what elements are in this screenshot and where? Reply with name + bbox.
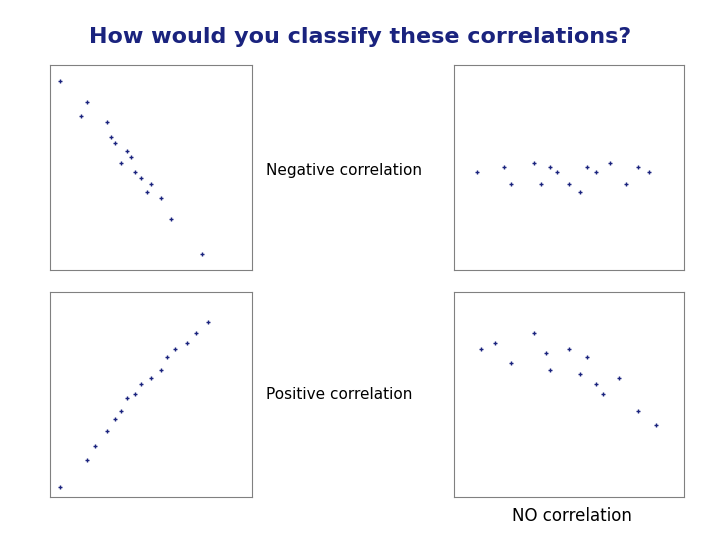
Point (202, 318, 213, 327)
Point (181, 339, 193, 347)
Point (644, 167, 655, 176)
Point (121, 394, 132, 403)
Point (101, 118, 112, 126)
Text: NO correlation: NO correlation (513, 507, 632, 525)
Point (575, 188, 586, 197)
Text: Negative correlation: Negative correlation (266, 163, 423, 178)
Point (563, 179, 575, 188)
Point (621, 179, 632, 188)
Point (632, 406, 644, 415)
Point (166, 214, 177, 223)
Point (632, 163, 644, 172)
Point (536, 179, 547, 188)
Point (145, 179, 157, 188)
Point (55, 482, 66, 491)
Point (196, 249, 207, 258)
Point (81, 97, 92, 106)
Point (135, 173, 147, 182)
Point (590, 380, 602, 388)
Point (498, 163, 510, 172)
Point (141, 188, 153, 197)
Point (89, 441, 101, 450)
Point (651, 421, 662, 429)
Point (125, 153, 137, 161)
Point (81, 456, 92, 464)
Point (605, 159, 616, 167)
Point (613, 374, 625, 382)
Point (130, 167, 141, 176)
Point (156, 365, 167, 374)
Point (130, 390, 141, 399)
Point (505, 179, 517, 188)
Point (590, 167, 602, 176)
Point (471, 167, 482, 176)
Point (505, 359, 517, 368)
Point (109, 138, 121, 147)
Point (563, 345, 575, 353)
Point (105, 132, 117, 141)
Text: Positive correlation: Positive correlation (266, 387, 413, 402)
Point (552, 167, 563, 176)
Point (598, 390, 609, 399)
Point (528, 328, 540, 337)
Point (145, 374, 157, 382)
Point (475, 345, 487, 353)
Point (55, 77, 66, 85)
Point (528, 159, 540, 167)
Point (115, 406, 127, 415)
Point (101, 427, 112, 435)
Point (544, 163, 556, 172)
Point (161, 353, 173, 362)
Point (115, 159, 127, 167)
Point (121, 147, 132, 156)
Point (582, 163, 593, 172)
Point (544, 365, 556, 374)
Point (575, 369, 586, 378)
Point (135, 380, 147, 388)
Point (582, 353, 593, 362)
Text: How would you classify these correlations?: How would you classify these correlation… (89, 27, 631, 47)
Point (190, 328, 202, 337)
Point (170, 345, 181, 353)
Point (490, 339, 501, 347)
Point (109, 415, 121, 423)
Point (156, 194, 167, 202)
Point (75, 112, 86, 120)
Point (540, 349, 552, 357)
